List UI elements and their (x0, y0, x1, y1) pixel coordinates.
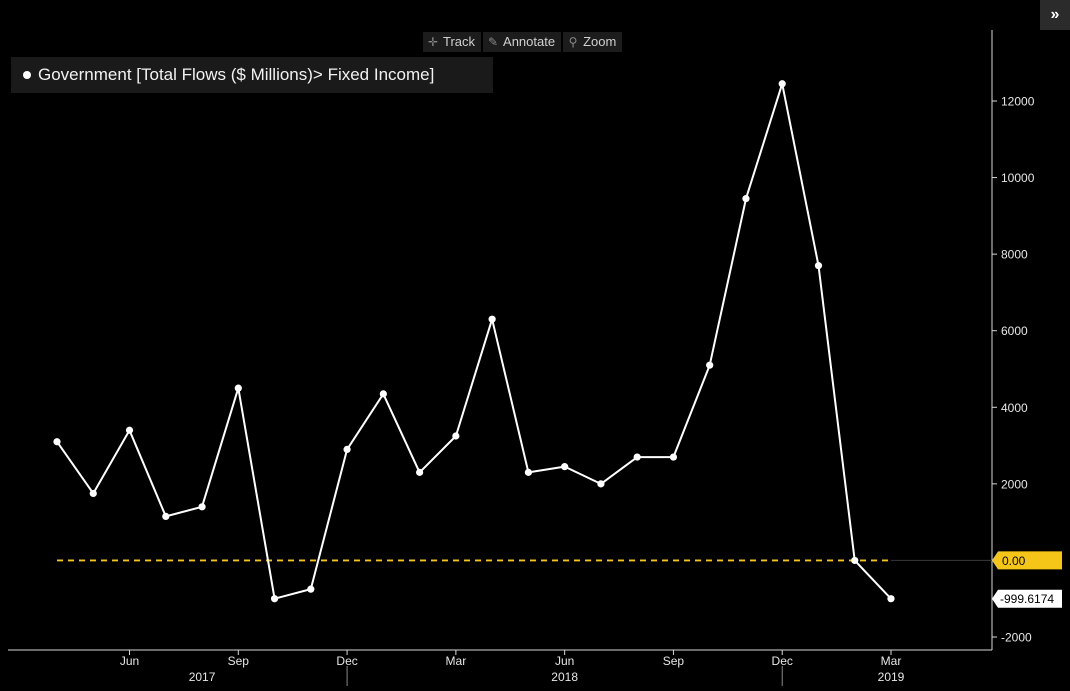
zoom-button[interactable]: ⚲ Zoom (563, 32, 623, 52)
annotate-label: Annotate (503, 34, 556, 49)
last-value-badge (992, 589, 1062, 608)
annotate-button[interactable]: ✎ Annotate (483, 32, 562, 52)
chart-toolbar: ✛ Track ✎ Annotate ⚲ Zoom (423, 32, 623, 52)
data-point[interactable] (597, 480, 605, 488)
series-line (56, 82, 892, 600)
y-tick-label: 4000 (1001, 401, 1028, 415)
data-point[interactable] (706, 361, 714, 369)
zoom-label: Zoom (583, 34, 617, 49)
data-point[interactable] (162, 512, 170, 521)
data-point[interactable] (633, 453, 641, 461)
x-tick-label: Mar (881, 654, 902, 668)
last-value-label: -999.6174 (1000, 592, 1054, 606)
y-tick-label: 2000 (1001, 477, 1028, 491)
data-point[interactable] (669, 453, 678, 461)
data-point[interactable] (524, 468, 532, 476)
x-tick-label: Dec (336, 654, 357, 668)
y-tick-label: -2000 (1001, 631, 1032, 645)
data-point[interactable] (887, 595, 895, 603)
zero-value-label: 0.00 (1002, 554, 1026, 568)
double-chevron-icon: » (1050, 6, 1060, 23)
data-point[interactable] (270, 595, 279, 603)
zero-value-badge (992, 551, 1062, 570)
year-label: 2019 (878, 670, 905, 684)
x-tick-label: Sep (228, 654, 250, 668)
y-tick-label: 10000 (1001, 171, 1035, 185)
x-tick-label: Sep (663, 654, 685, 668)
track-label: Track (443, 34, 476, 49)
data-point[interactable] (307, 585, 315, 593)
x-tick-label: Mar (446, 654, 467, 668)
legend-dot-icon (23, 71, 31, 79)
data-point[interactable] (488, 315, 496, 323)
data-point[interactable] (814, 262, 823, 270)
data-point[interactable] (561, 463, 569, 471)
x-tick-label: Jun (120, 654, 139, 668)
year-label: 2017 (189, 670, 216, 684)
pencil-icon: ✎ (488, 35, 499, 49)
crosshair-icon: ✛ (427, 35, 439, 49)
track-button[interactable]: ✛ Track (423, 32, 482, 52)
data-point[interactable] (452, 432, 460, 440)
magnifier-icon: ⚲ (568, 35, 578, 49)
data-point[interactable] (851, 556, 859, 565)
data-point[interactable] (89, 489, 97, 498)
y-tick-label: 8000 (1001, 248, 1028, 262)
y-tick-label: 12000 (1001, 95, 1035, 109)
data-point[interactable] (343, 445, 351, 453)
expand-button[interactable]: » (1040, 0, 1070, 30)
y-tick-label: 6000 (1001, 324, 1028, 338)
x-tick-label: Jun (555, 654, 574, 668)
x-tick-label: Dec (772, 654, 793, 668)
data-point[interactable] (416, 468, 424, 476)
legend-label: Government [Total Flows ($ Millions)> Fi… (38, 65, 435, 84)
data-point[interactable] (234, 384, 242, 392)
data-point[interactable] (778, 80, 786, 88)
data-point[interactable] (198, 503, 206, 511)
data-point[interactable] (742, 195, 750, 203)
data-point[interactable] (379, 390, 387, 398)
data-point[interactable] (125, 426, 134, 434)
legend[interactable]: Government [Total Flows ($ Millions)> Fi… (11, 57, 493, 93)
data-point[interactable] (53, 438, 61, 446)
year-label: 2018 (551, 670, 578, 684)
